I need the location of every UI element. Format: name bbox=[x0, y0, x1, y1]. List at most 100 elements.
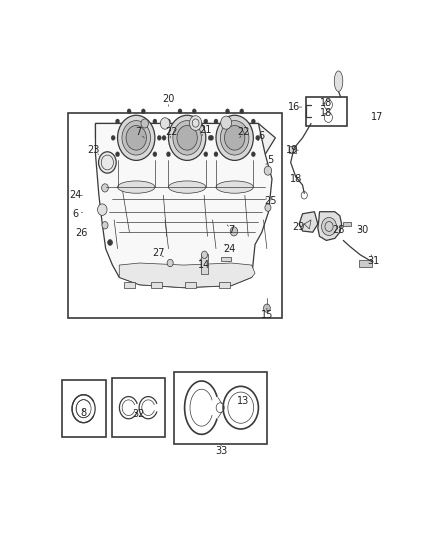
Text: 32: 32 bbox=[133, 409, 145, 418]
Circle shape bbox=[122, 120, 151, 155]
Circle shape bbox=[160, 118, 170, 129]
Text: 18: 18 bbox=[320, 108, 332, 118]
Bar bbox=[113, 378, 165, 438]
Bar bbox=[201, 254, 208, 274]
Circle shape bbox=[167, 260, 173, 266]
Bar bbox=[61, 380, 106, 438]
Circle shape bbox=[102, 184, 108, 192]
Circle shape bbox=[162, 135, 166, 140]
Text: 5: 5 bbox=[267, 156, 273, 165]
Text: 33: 33 bbox=[215, 446, 227, 456]
Circle shape bbox=[192, 109, 196, 114]
Text: 25: 25 bbox=[264, 197, 276, 206]
Circle shape bbox=[226, 109, 230, 114]
Circle shape bbox=[99, 152, 116, 173]
Circle shape bbox=[117, 115, 155, 160]
Circle shape bbox=[209, 135, 214, 140]
Circle shape bbox=[178, 109, 182, 114]
Text: 31: 31 bbox=[368, 256, 380, 266]
Circle shape bbox=[166, 119, 170, 124]
Circle shape bbox=[153, 119, 157, 124]
Ellipse shape bbox=[117, 181, 155, 193]
Circle shape bbox=[214, 152, 218, 157]
Circle shape bbox=[240, 109, 244, 114]
Circle shape bbox=[230, 227, 238, 236]
Ellipse shape bbox=[216, 181, 253, 193]
Bar bbox=[221, 257, 231, 261]
Circle shape bbox=[264, 166, 272, 175]
Polygon shape bbox=[95, 124, 272, 288]
Text: 7: 7 bbox=[135, 127, 141, 136]
Text: 24: 24 bbox=[70, 190, 82, 200]
Circle shape bbox=[220, 120, 249, 155]
Circle shape bbox=[166, 152, 170, 157]
Text: 22: 22 bbox=[166, 127, 178, 136]
Text: 18: 18 bbox=[320, 98, 332, 108]
Text: 6: 6 bbox=[258, 131, 264, 141]
Text: 13: 13 bbox=[237, 397, 249, 406]
Text: 16: 16 bbox=[288, 102, 300, 112]
Text: 21: 21 bbox=[200, 125, 212, 135]
Bar bbox=[219, 282, 230, 288]
Ellipse shape bbox=[169, 181, 206, 193]
Text: 6: 6 bbox=[73, 209, 79, 219]
Circle shape bbox=[201, 251, 208, 259]
Circle shape bbox=[102, 222, 108, 229]
Circle shape bbox=[153, 152, 157, 157]
Polygon shape bbox=[299, 212, 318, 232]
Text: 18: 18 bbox=[290, 174, 302, 184]
Circle shape bbox=[221, 116, 232, 129]
Circle shape bbox=[126, 126, 146, 150]
Circle shape bbox=[111, 135, 115, 140]
Circle shape bbox=[173, 120, 201, 155]
Circle shape bbox=[204, 152, 208, 157]
Circle shape bbox=[190, 116, 202, 131]
Text: 20: 20 bbox=[162, 94, 175, 104]
Text: 15: 15 bbox=[261, 310, 273, 320]
Bar bbox=[343, 222, 351, 226]
Text: 24: 24 bbox=[223, 244, 236, 254]
Bar bbox=[68, 113, 282, 318]
Circle shape bbox=[224, 126, 245, 150]
Text: 29: 29 bbox=[292, 222, 305, 232]
Circle shape bbox=[98, 204, 107, 215]
Text: 17: 17 bbox=[371, 112, 383, 122]
Circle shape bbox=[116, 152, 120, 157]
Text: 7: 7 bbox=[228, 225, 234, 235]
Text: 30: 30 bbox=[356, 225, 368, 235]
Circle shape bbox=[108, 240, 113, 245]
Circle shape bbox=[141, 109, 145, 114]
Polygon shape bbox=[95, 124, 276, 154]
Circle shape bbox=[216, 115, 253, 160]
Bar bbox=[289, 146, 297, 154]
Circle shape bbox=[141, 119, 148, 128]
Text: 26: 26 bbox=[75, 228, 88, 238]
Bar bbox=[306, 97, 346, 126]
Circle shape bbox=[264, 304, 270, 312]
Text: 8: 8 bbox=[81, 408, 87, 418]
Polygon shape bbox=[318, 212, 342, 240]
Bar bbox=[185, 282, 196, 288]
Circle shape bbox=[265, 204, 271, 211]
Bar bbox=[359, 260, 372, 267]
Text: 23: 23 bbox=[88, 145, 100, 155]
Circle shape bbox=[251, 119, 255, 124]
Bar bbox=[124, 282, 134, 288]
Circle shape bbox=[116, 119, 120, 124]
Text: 28: 28 bbox=[332, 225, 344, 235]
Circle shape bbox=[204, 119, 208, 124]
Circle shape bbox=[177, 126, 197, 150]
Text: 19: 19 bbox=[286, 145, 298, 155]
Circle shape bbox=[127, 109, 131, 114]
Circle shape bbox=[208, 135, 212, 140]
Circle shape bbox=[251, 152, 255, 157]
Text: 27: 27 bbox=[152, 248, 165, 258]
Circle shape bbox=[321, 217, 336, 236]
Text: 14: 14 bbox=[198, 260, 210, 270]
Circle shape bbox=[157, 135, 161, 140]
Bar bbox=[152, 282, 162, 288]
Circle shape bbox=[256, 135, 260, 140]
Circle shape bbox=[169, 115, 206, 160]
Circle shape bbox=[214, 119, 218, 124]
Polygon shape bbox=[119, 263, 255, 288]
